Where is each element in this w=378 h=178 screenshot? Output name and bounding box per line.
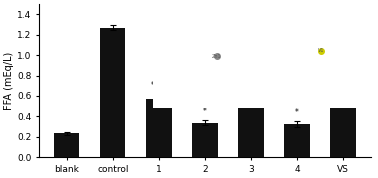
Bar: [54, 133, 79, 157]
Y-axis label: FFA (mEq/L): FFA (mEq/L): [4, 52, 14, 110]
Bar: [330, 97, 356, 157]
Text: *, #: *, #: [243, 68, 259, 77]
Text: *, #: *, #: [336, 81, 351, 90]
Bar: [284, 124, 310, 157]
Bar: [146, 99, 172, 157]
Text: *: *: [295, 108, 299, 117]
Bar: [239, 85, 264, 157]
Bar: [100, 28, 125, 157]
Text: *, #: *, #: [151, 81, 166, 90]
Text: *: *: [203, 107, 207, 116]
Bar: [192, 122, 218, 157]
